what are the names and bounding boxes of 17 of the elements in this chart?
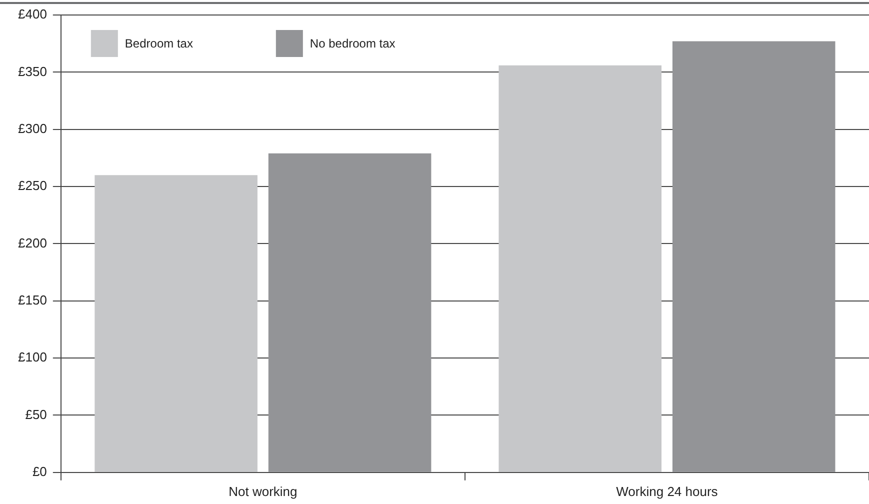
y-tick-label: £350 [18,64,47,79]
bar [268,153,432,472]
y-tick-label: £50 [25,406,47,422]
x-tick-label: Working 24 hours [616,484,718,499]
legend-label: Bedroom tax [124,36,193,50]
legend-label: No bedroom tax [310,36,396,50]
y-tick-label: £0 [32,464,47,479]
y-tick-label: £300 [18,120,47,136]
bar [94,175,258,472]
x-tick-label: Not working [228,484,298,499]
y-tick-label: £150 [18,292,47,308]
bar [672,41,836,472]
y-tick-label: £100 [18,350,47,365]
y-tick-label: £200 [18,235,47,250]
y-tick-label: £400 [18,6,47,22]
bar [498,65,662,472]
y-tick-label: £250 [18,178,47,194]
